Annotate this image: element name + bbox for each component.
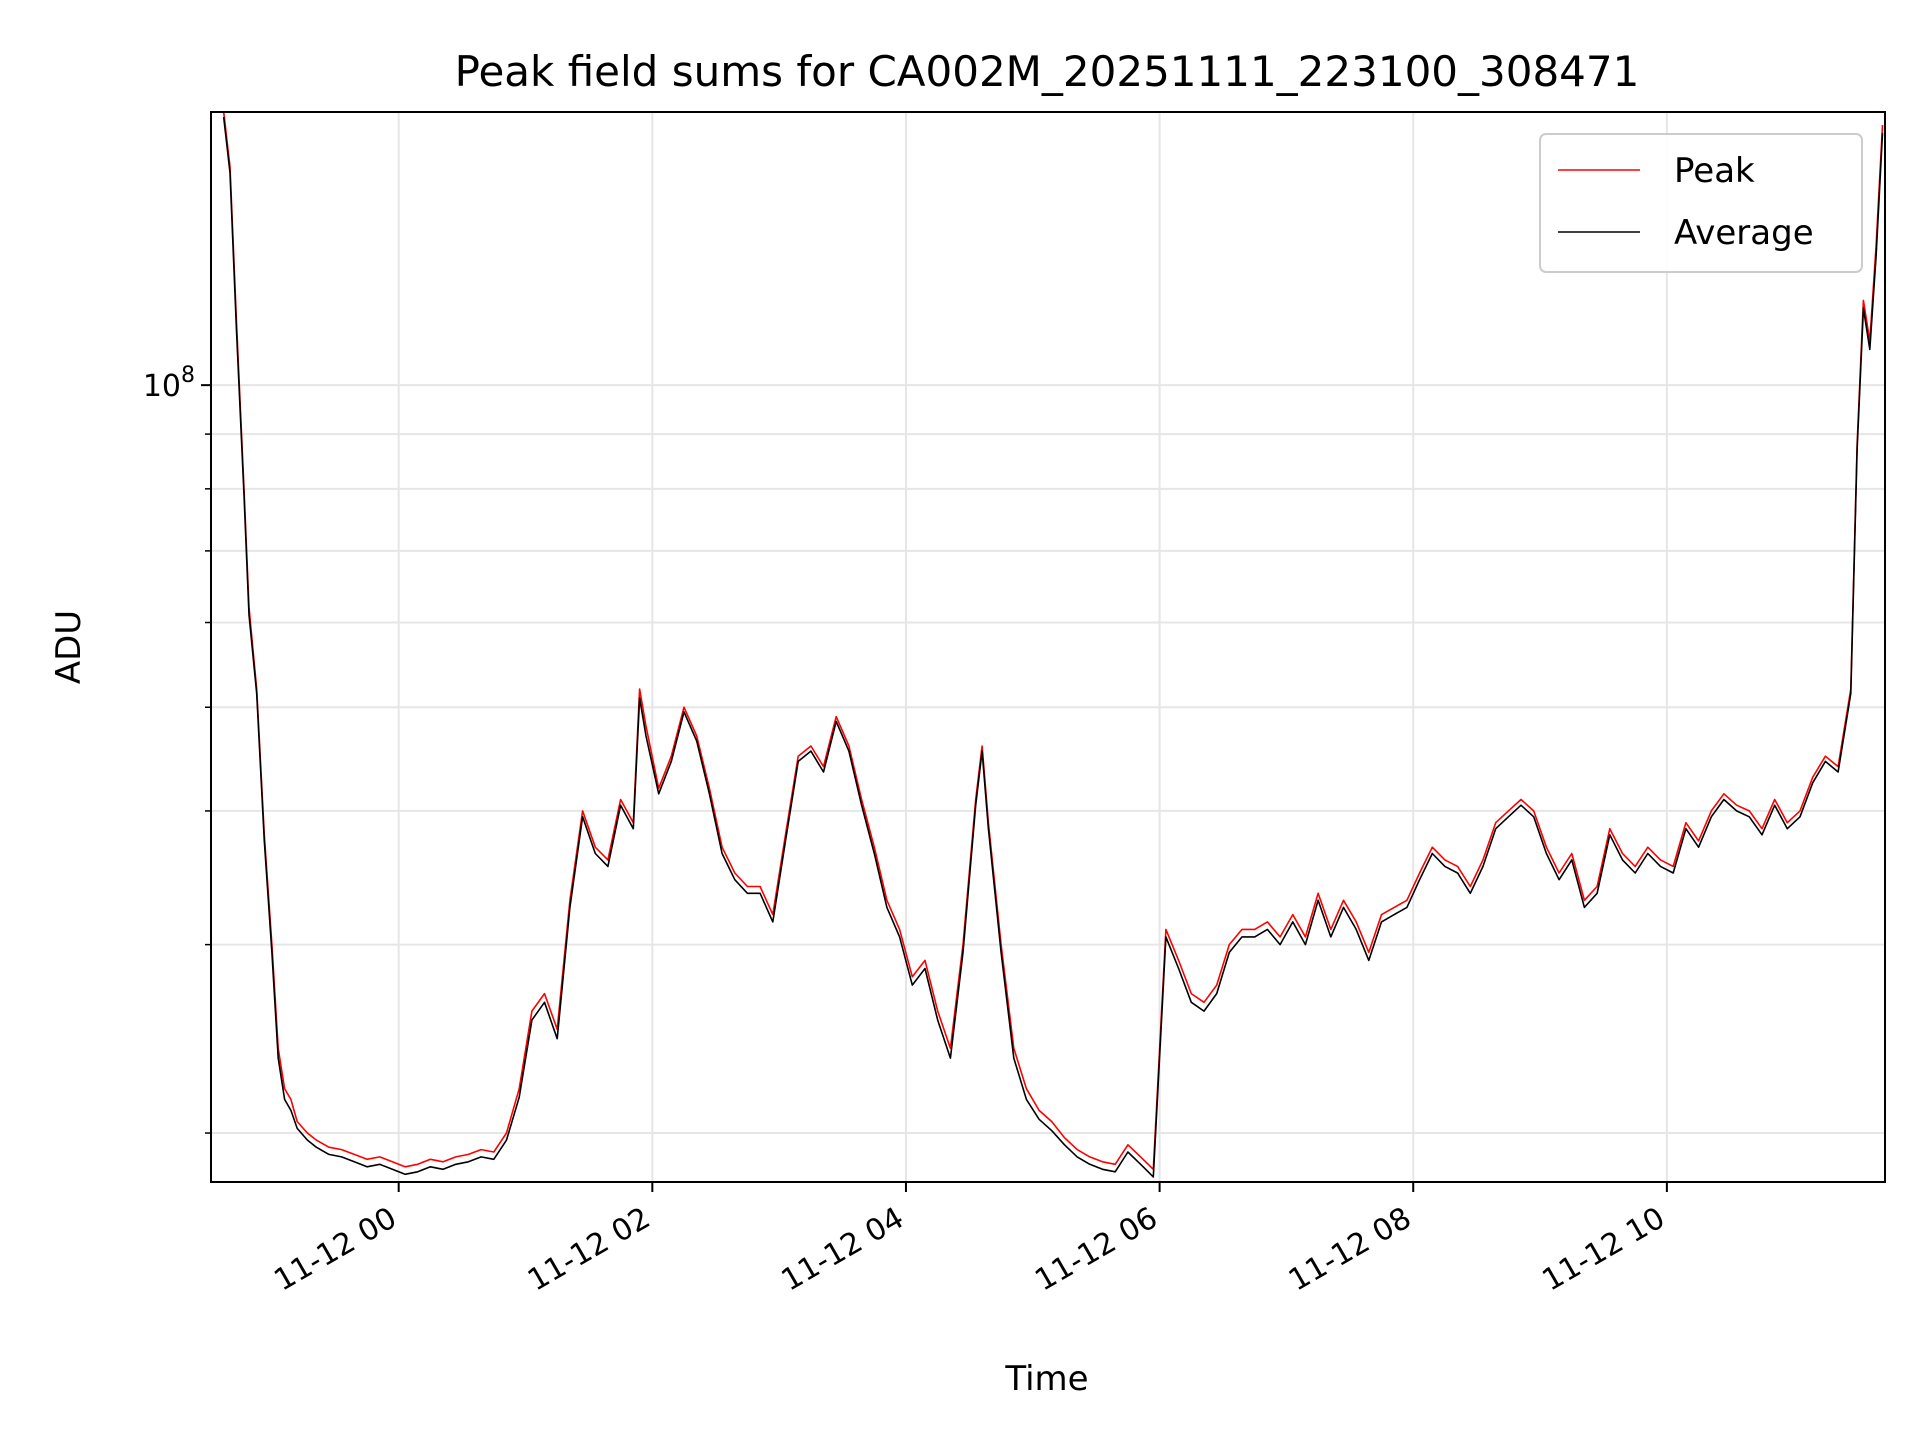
legend-average-label: Average [1674, 213, 1814, 253]
y-axis-ticks: 108 [143, 363, 211, 1134]
legend: Peak Average [1539, 133, 1863, 273]
grid [211, 112, 1885, 1182]
series-line-average [222, 117, 1884, 1178]
series-line-peak [222, 112, 1884, 1171]
y-tick-label-base: 10 [143, 369, 181, 404]
legend-box [1539, 133, 1863, 273]
y-tick-label-exponent: 8 [181, 363, 195, 388]
series-lines [222, 112, 1884, 1178]
y-tick-label: 108 [143, 363, 195, 404]
legend-peak-label: Peak [1674, 151, 1755, 191]
chart-title: Peak field sums for CA002M_20251111_2231… [455, 47, 1640, 96]
y-axis-label: ADU [49, 610, 89, 684]
x-axis-label: Time [1004, 1359, 1088, 1399]
plot-frame [210, 111, 1886, 1183]
